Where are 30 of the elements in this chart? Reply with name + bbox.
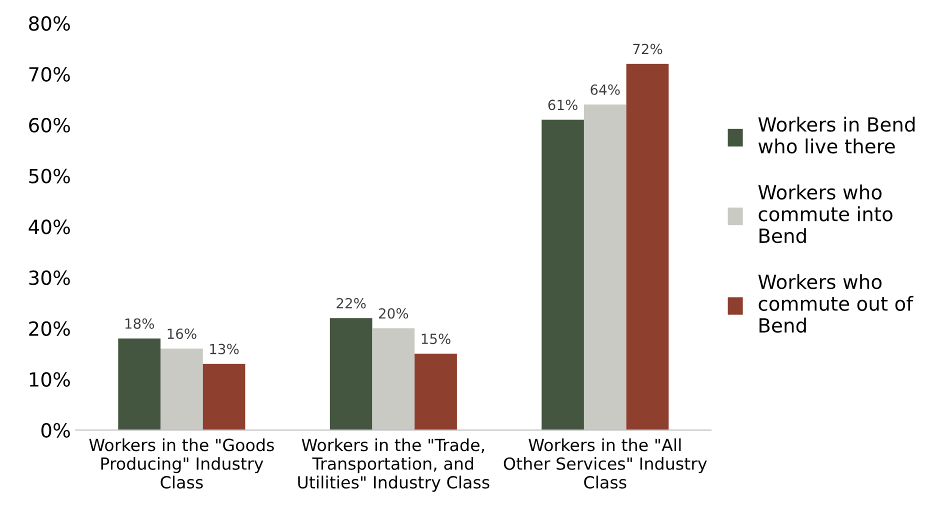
data-label: 13% (210, 344, 239, 354)
x-tick-label: Workers in the "Goods Producing" Industry Class (89, 438, 274, 489)
bar (330, 318, 372, 430)
y-tick-label: 0% (41, 422, 70, 438)
y-tick-label: 20% (29, 321, 70, 336)
bar (626, 64, 669, 430)
data-label: 16% (168, 328, 196, 340)
y-tick-label: 50% (29, 168, 70, 184)
bar (202, 364, 246, 430)
legend-label: Workers who commute into Bend (758, 184, 892, 244)
y-tick-label: 80% (29, 16, 70, 31)
x-tick-label: Workers in the "Trade, Transportation, and Utilities" Industry Class (298, 438, 490, 492)
data-label: 22% (336, 298, 366, 309)
legend-label: Workers who commute out of Bend (758, 274, 914, 333)
y-tick-label: 10% (30, 372, 70, 387)
bar (414, 354, 457, 430)
data-label: 61% (548, 100, 578, 110)
data-label: 18% (125, 318, 154, 329)
y-tick-label: 70% (29, 66, 70, 82)
y-tick-label: 40% (28, 220, 70, 234)
legend-label: Workers in Bend who live there (758, 116, 915, 154)
y-tick-label: 30% (29, 270, 70, 286)
bar (542, 120, 584, 430)
x-tick-label: Workers in the "All Other Services" Industry Class (504, 438, 707, 489)
data-label: 15% (422, 334, 450, 344)
data-label: 72% (633, 44, 662, 54)
y-tick-label: 60% (29, 118, 70, 133)
data-label: 64% (590, 84, 620, 95)
data-label: 20% (379, 308, 408, 319)
bar (118, 338, 161, 430)
